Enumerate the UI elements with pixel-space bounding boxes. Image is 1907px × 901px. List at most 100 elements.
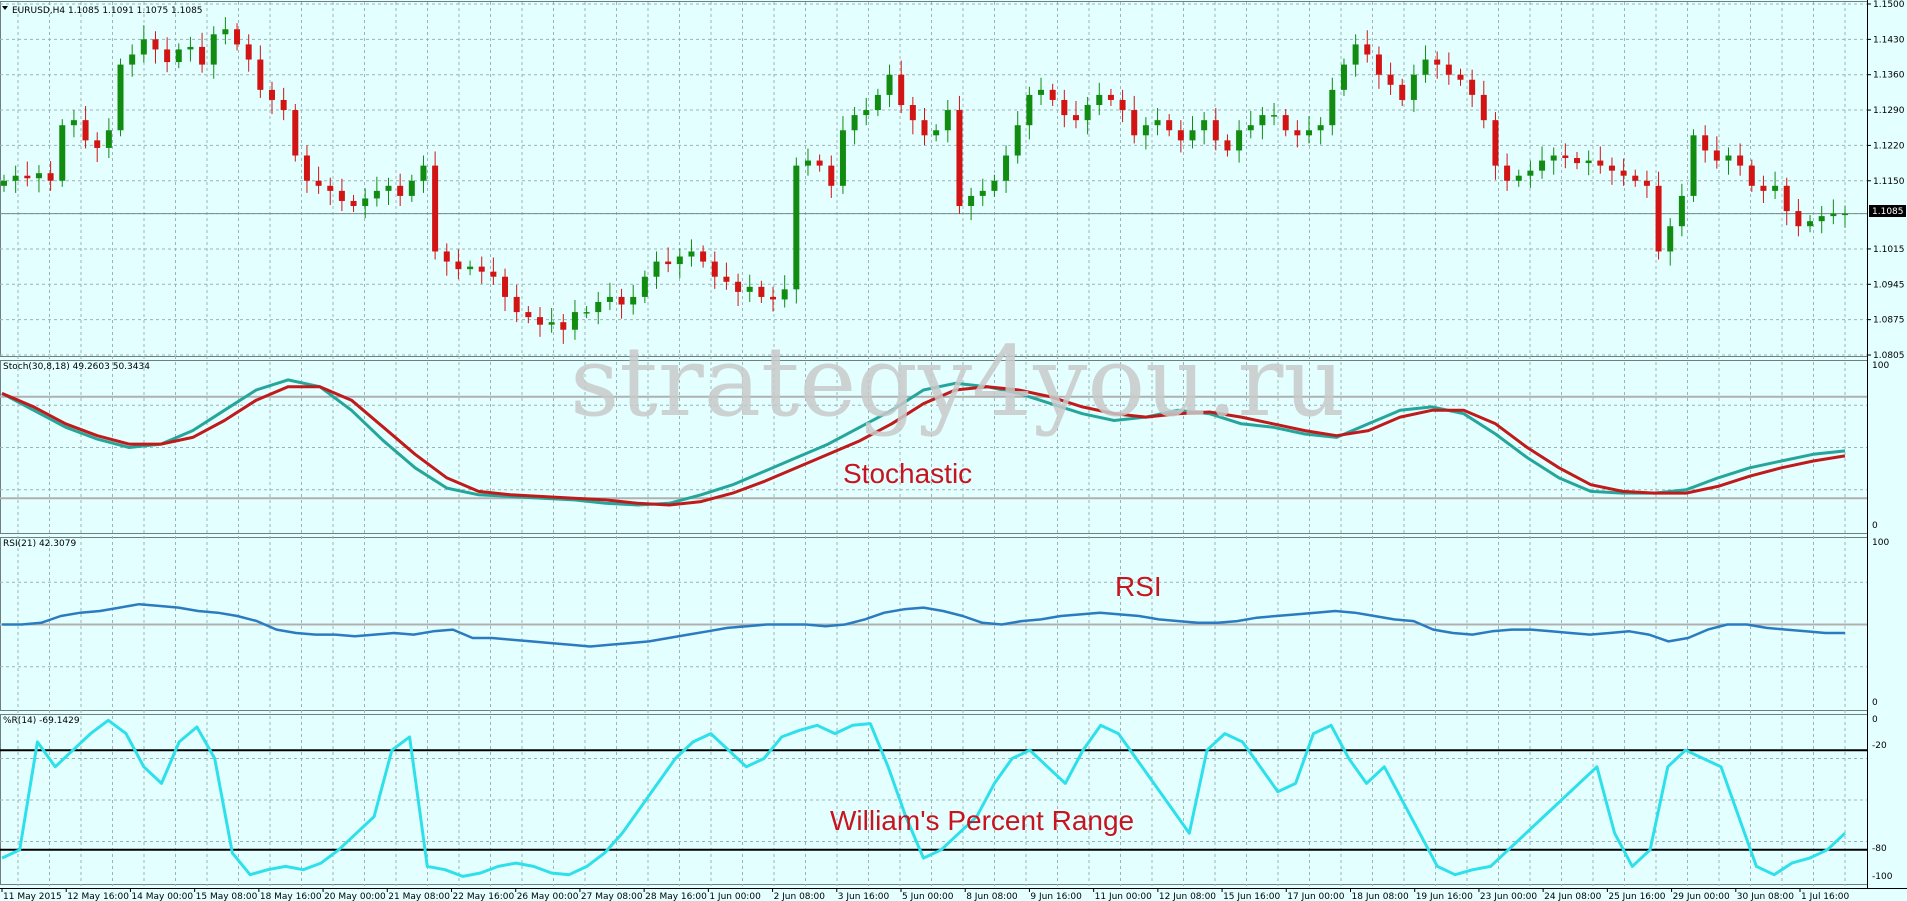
candle-body	[443, 251, 450, 262]
candle-body	[1201, 120, 1208, 131]
candle-body	[70, 120, 77, 126]
time-tick-label: 9 Jun 16:00	[1030, 892, 1082, 901]
candle-body	[1713, 150, 1720, 161]
candle-body	[12, 175, 19, 181]
time-tick-label: 28 May 16:00	[645, 892, 707, 901]
candle-body	[257, 59, 264, 90]
candle-body	[432, 165, 439, 252]
candle-body	[268, 89, 275, 100]
candle-body	[606, 296, 613, 302]
time-axis: 11 May 2015 12 May 16:00 14 May 00:00 15 Ma…	[1, 888, 1850, 901]
candle-body	[467, 266, 474, 270]
candle-body	[1737, 155, 1744, 166]
candle-body	[1340, 64, 1347, 90]
price-tick-label: 1.1430	[1873, 35, 1905, 45]
candle-body	[1410, 74, 1417, 100]
candle-body	[1515, 175, 1522, 181]
time-tick-label: 22 May 16:00	[453, 892, 515, 901]
candle-body	[1271, 115, 1278, 117]
candle-body	[1177, 130, 1184, 141]
candle-body	[688, 251, 695, 257]
wpr-panel-header: %R(14) -69.1429	[3, 716, 80, 726]
candle-body	[1748, 165, 1755, 186]
rsi-panel-header: RSI(21) 42.3079	[3, 539, 76, 549]
wpr-axis-minus20: -20	[1872, 741, 1887, 751]
candle-body	[315, 180, 322, 186]
candle-body	[804, 160, 811, 166]
candle-body	[711, 261, 718, 277]
candle-body	[397, 185, 404, 196]
candle-body	[1585, 160, 1592, 164]
candle-body	[1678, 195, 1685, 227]
candle-body	[828, 165, 835, 186]
candle-body	[490, 271, 497, 277]
candle-body	[1807, 221, 1814, 227]
candle-body	[886, 74, 893, 95]
candle-body	[723, 276, 730, 282]
candle-body	[59, 125, 66, 181]
candle-body	[1597, 160, 1604, 166]
candle-body	[665, 261, 672, 265]
stoch-axis-0: 0	[1872, 521, 1878, 531]
candle-body	[1072, 115, 1079, 121]
candle-body	[1655, 185, 1662, 252]
candle-body	[1224, 140, 1231, 151]
candle-body	[478, 266, 485, 272]
candle-body	[583, 312, 590, 314]
candle-body	[199, 46, 206, 65]
candle-body	[1527, 170, 1534, 176]
current-price-marker	[1869, 205, 1906, 217]
price-tick-label: 1.1500	[1873, 0, 1905, 10]
price-candles	[1, 17, 1848, 344]
stoch-panel-header: Stoch(30,8,18) 49.2603 50.3434	[3, 362, 150, 372]
candle-body	[525, 312, 532, 318]
rsi-axis-100: 100	[1872, 538, 1889, 548]
candle-body	[1259, 115, 1266, 126]
candle-body	[781, 289, 788, 300]
candle-body	[1760, 185, 1767, 191]
time-tick-label: 18 May 16:00	[260, 892, 322, 901]
candle-body	[1818, 216, 1825, 222]
price-tick-label: 1.1015	[1873, 245, 1905, 255]
candle-body	[1003, 155, 1010, 181]
candle-body	[630, 296, 637, 305]
time-tick-label: 23 Jun 00:00	[1480, 892, 1537, 901]
price-panel-header: EURUSD,H4 1.1085 1.1091 1.1075 1.1085	[12, 6, 203, 16]
current-price-label: 1.1085	[1872, 207, 1904, 217]
time-tick-label: 5 Jun 00:00	[902, 892, 954, 901]
candle-body	[921, 120, 928, 136]
candle-body	[735, 281, 742, 292]
candle-body	[140, 39, 147, 55]
rsi-line	[2, 602, 1845, 648]
candle-body	[292, 110, 299, 156]
candle-body	[571, 312, 578, 330]
candle-body	[82, 120, 89, 141]
candle-body	[303, 155, 310, 181]
dropdown-triangle-icon[interactable]	[2, 6, 8, 10]
candle-body	[863, 110, 870, 116]
candle-body	[874, 94, 881, 111]
candle-body	[1795, 211, 1802, 227]
candle-body	[1166, 120, 1173, 131]
candle-body	[1084, 105, 1091, 121]
candle-body	[105, 130, 112, 148]
stochastic-annotation: Stochastic	[843, 458, 972, 489]
candle-body	[210, 34, 217, 65]
time-tick-label: 1 Jul 16:00	[1801, 892, 1850, 901]
time-tick-label: 24 Jun 08:00	[1544, 892, 1601, 901]
candle-body	[1550, 155, 1557, 161]
price-tick-label: 1.1360	[1873, 71, 1905, 81]
price-tick-label: 1.1150	[1873, 177, 1905, 187]
candle-body	[700, 251, 707, 262]
candle-body	[1014, 125, 1021, 156]
rsi-annotation: RSI	[1115, 571, 1162, 602]
time-tick-label: 3 Jun 16:00	[838, 892, 890, 901]
time-tick-label: 27 May 08:00	[581, 892, 643, 901]
stoch-main-line	[1, 378, 1846, 507]
rsi-axis-0: 0	[1872, 698, 1878, 708]
candle-body	[327, 185, 334, 191]
candle-body	[455, 261, 462, 270]
candle-body	[24, 175, 31, 179]
